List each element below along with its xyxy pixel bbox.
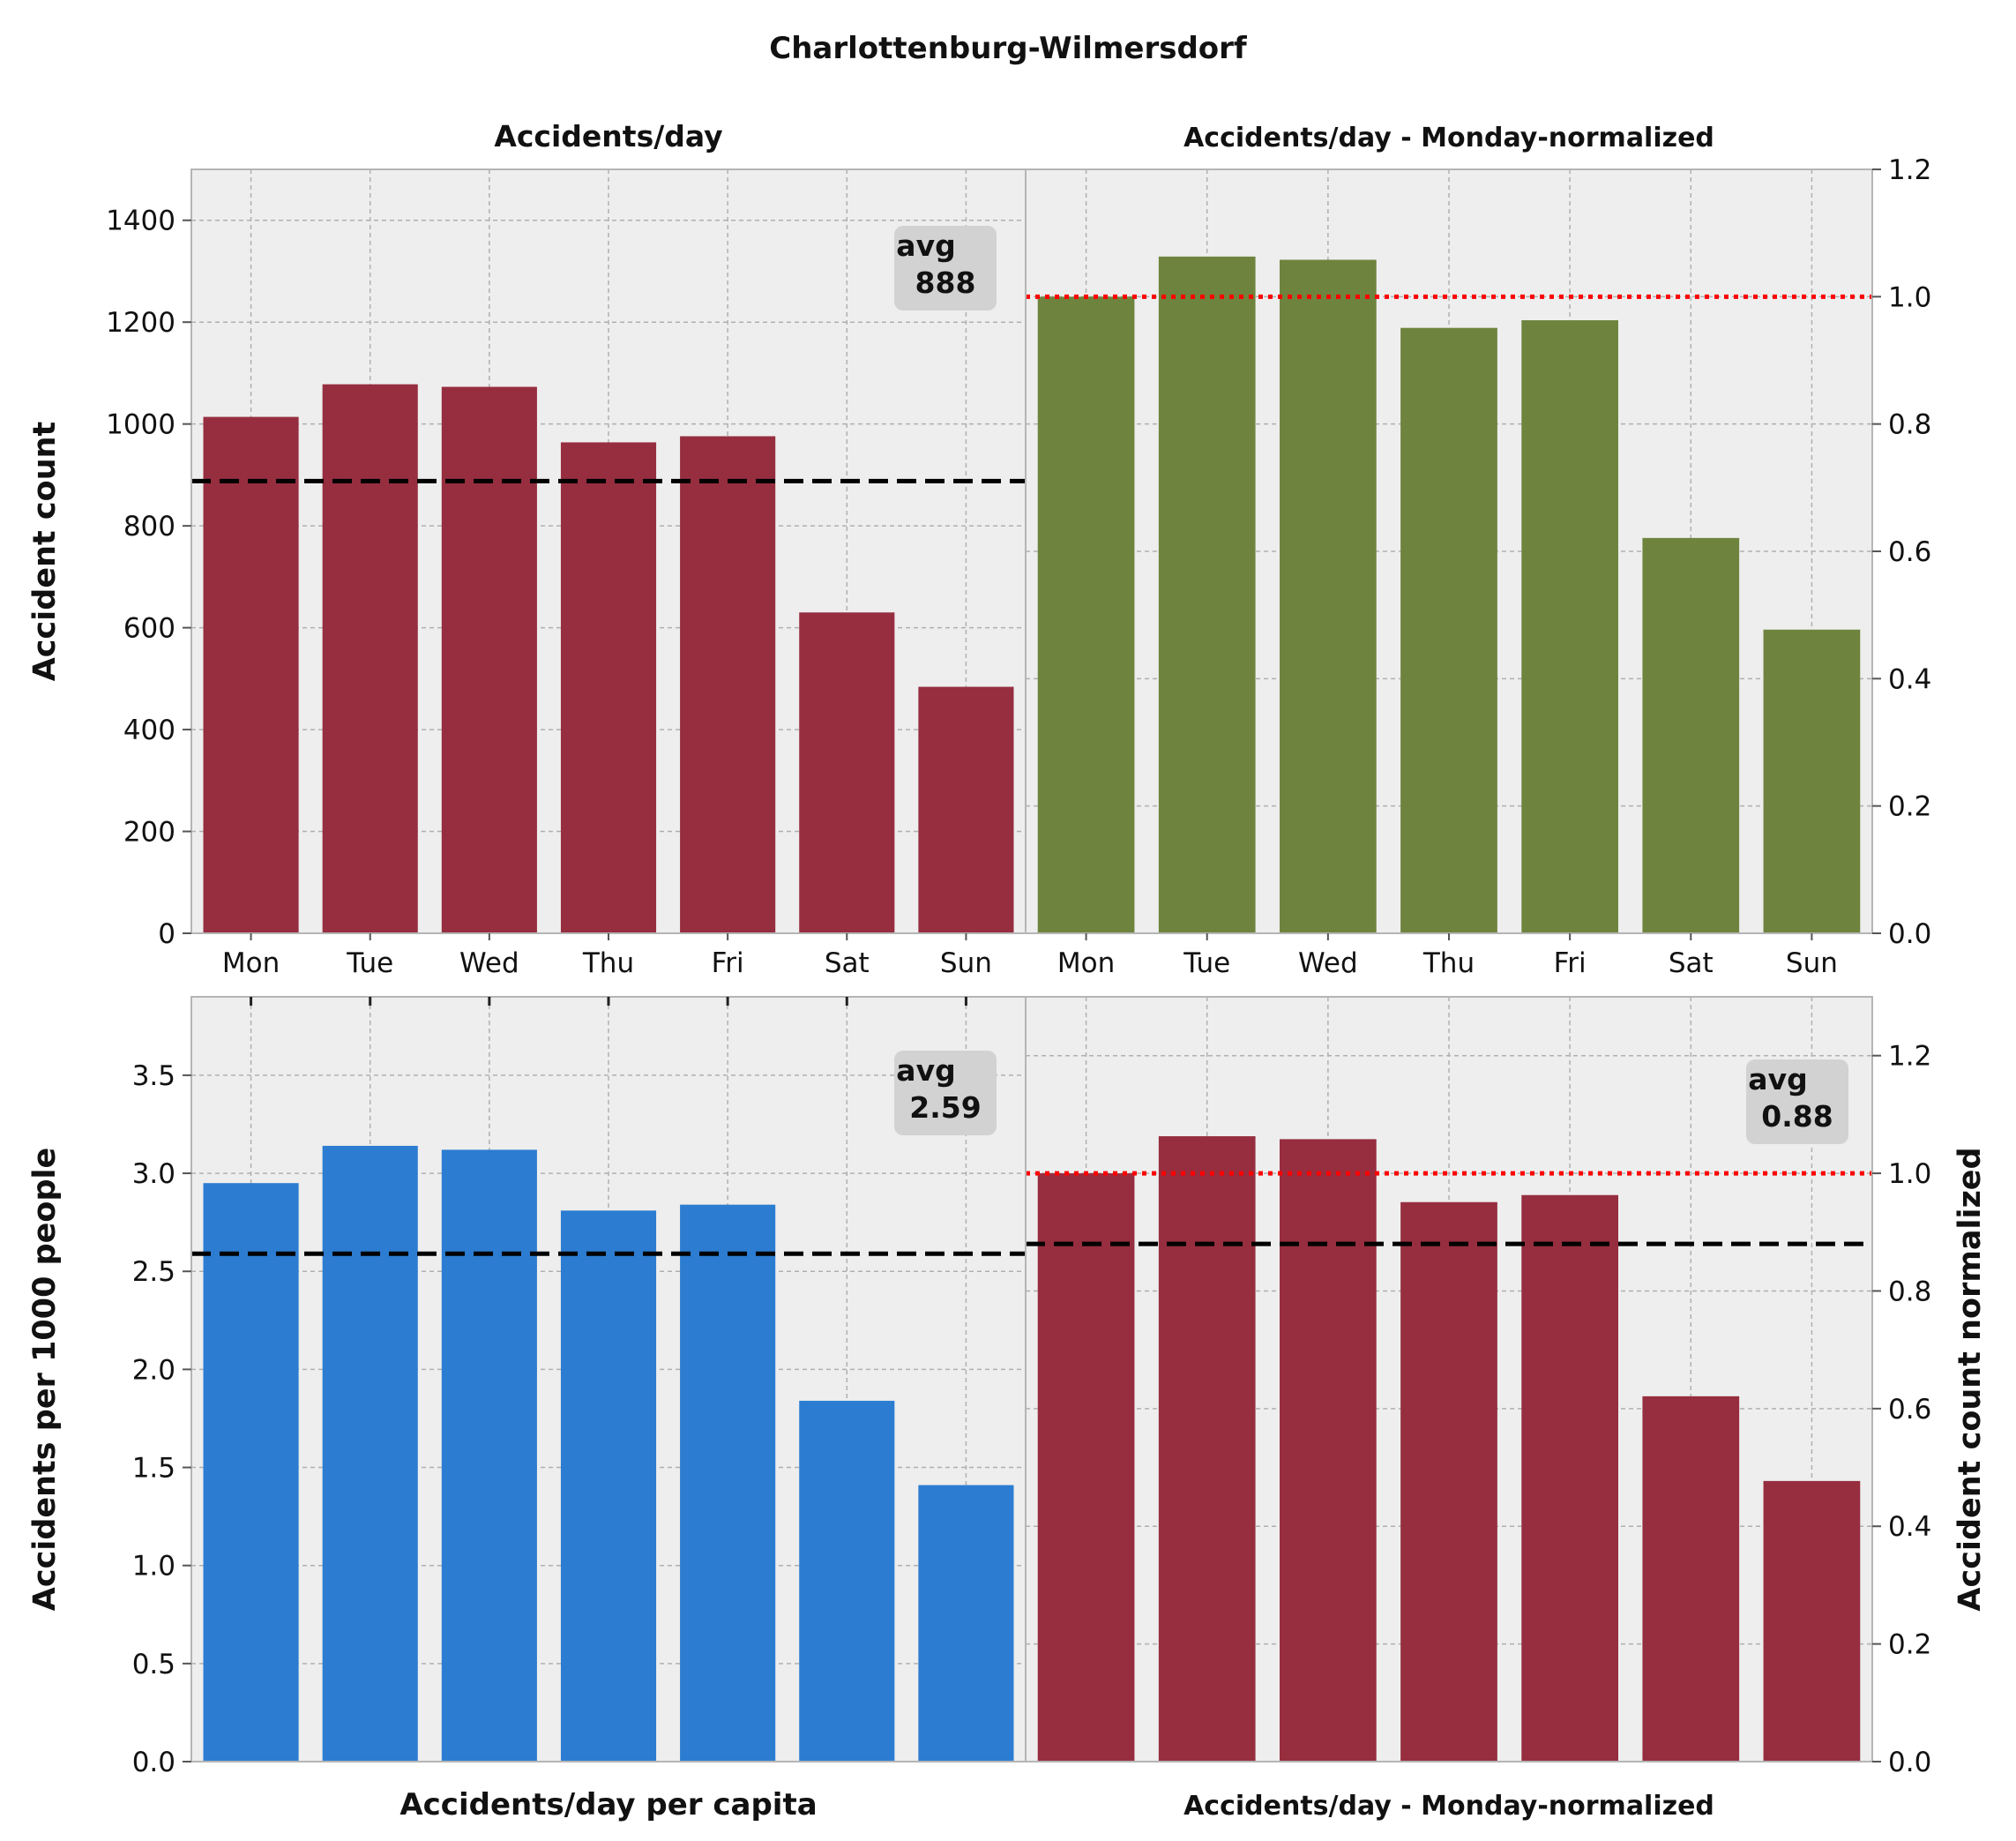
x-tick-label: Wed [1298, 947, 1358, 979]
y-tick-label: 1.0 [1888, 1158, 1931, 1190]
x-tick-label: Thu [1422, 947, 1475, 979]
x-tick-label: Fri [712, 947, 744, 979]
x-tick-label: Sat [1669, 947, 1714, 979]
avg-badge-value: 2.59 [909, 1090, 981, 1125]
y-tick-label: 1.0 [132, 1551, 175, 1583]
bar-tue [1158, 256, 1256, 933]
panel-title: Accidents/day - Monday-normalized [1183, 123, 1714, 153]
bar-sun [918, 686, 1014, 933]
y-tick-label: 0.0 [1888, 1747, 1931, 1778]
x-axis-label: Accidents/day per capita [399, 1787, 817, 1822]
bar-thu [1400, 327, 1497, 933]
y-axis-label: Accident count [27, 422, 63, 682]
plot-frame [1025, 996, 1873, 1762]
y-tick-label: 2.0 [132, 1354, 175, 1386]
y-tick-label: 0 [158, 918, 175, 950]
bar-tue [322, 384, 418, 934]
x-tick-label: Tue [1183, 947, 1230, 979]
y-axis-label: Accident count normalized [1953, 1147, 1988, 1611]
figure-title: Charlottenburg-Wilmersdorf [769, 31, 1248, 66]
y-tick-label: 0.4 [1888, 663, 1931, 695]
x-tick-label: Sun [1786, 947, 1838, 979]
panel-2: 0.0 0.2 0.4 0.6 0.8 1.0 1.2 Mon Tue Wed Thu Fri Sat S… [1025, 123, 1931, 979]
avg-badge [894, 1051, 997, 1135]
avg-badge-value: 0.88 [1761, 1099, 1833, 1134]
bar-wed [441, 1149, 537, 1762]
bar-thu [560, 1210, 657, 1762]
bar-sat [1642, 1396, 1740, 1762]
bar-fri [1521, 320, 1618, 933]
y-tick-label: 0.2 [1888, 791, 1931, 823]
y-axis-label: Accidents per 1000 people [27, 1148, 63, 1612]
avg-badge-label: avg [896, 228, 955, 263]
bar-tue [322, 1145, 418, 1762]
x-tick-label: Mon [1057, 947, 1115, 979]
bar-thu [1400, 1201, 1497, 1762]
bar-mon [203, 1183, 299, 1762]
y-tick-label: 400 [123, 715, 175, 746]
x-tick-label: Wed [459, 947, 519, 979]
y-tick-label: 0.8 [1888, 1276, 1931, 1307]
bar-fri [1521, 1194, 1618, 1762]
bar-sat [799, 1400, 895, 1762]
bar-sun [1763, 1480, 1861, 1762]
avg-badge [894, 226, 997, 311]
y-tick-label: 0.4 [1888, 1511, 1931, 1543]
bar-sat [799, 612, 895, 933]
y-tick-label: 1.2 [1888, 1041, 1931, 1073]
y-tick-label: 0.8 [1888, 409, 1931, 441]
bar-fri [680, 1204, 776, 1762]
bar-wed [1280, 1139, 1377, 1762]
bar-sat [1642, 537, 1740, 933]
y-tick-label: 1400 [106, 206, 175, 237]
y-tick-label: 1.5 [132, 1453, 175, 1485]
x-tick-label: Thu [582, 947, 634, 979]
panel-3: 0.0 0.5 1.0 1.5 2.0 2.5 3.0 3.5 Accidents/day pe… [27, 996, 1027, 1822]
x-tick-label: Sat [825, 947, 870, 979]
bar-tue [1158, 1136, 1256, 1762]
x-axis-label: Accidents/day - Monday-normalized [1183, 1791, 1714, 1822]
bar-wed [441, 386, 537, 933]
avg-badge-value: 888 [915, 266, 976, 300]
bar-sun [918, 1485, 1014, 1762]
y-tick-label: 0.0 [1888, 918, 1931, 950]
y-tick-label: 2.5 [132, 1256, 175, 1288]
x-tick-label: Tue [346, 947, 393, 979]
bar-mon [1037, 296, 1135, 933]
y-tick-label: 0.0 [132, 1747, 175, 1778]
x-tick-label: Sun [940, 947, 992, 979]
panel-4: 0.0 0.2 0.4 0.6 0.8 1.0 1.2 Accidents/day - Mon… [1025, 996, 1988, 1822]
bar-thu [560, 442, 657, 933]
bar-mon [1037, 1173, 1135, 1762]
x-tick-label: Mon [222, 947, 280, 979]
avg-badge [1746, 1059, 1848, 1144]
bar-wed [1280, 259, 1377, 933]
y-tick-label: 800 [123, 511, 175, 543]
bar-sun [1763, 629, 1861, 933]
panel-1: 0 200 400 600 800 1000 1200 1400 Mon Tue Wed Thu Fri… [27, 119, 1027, 979]
y-tick-label: 0.6 [1888, 536, 1931, 568]
y-tick-label: 1200 [106, 307, 175, 339]
bar-mon [203, 416, 299, 934]
y-tick-label: 1000 [106, 409, 175, 441]
panel-title: Accidents/day [494, 119, 722, 153]
x-tick-label: Fri [1554, 947, 1587, 979]
y-tick-label: 0.6 [1888, 1394, 1931, 1426]
y-tick-label: 3.0 [132, 1158, 175, 1190]
bar-fri [680, 436, 776, 933]
y-tick-label: 0.2 [1888, 1629, 1931, 1661]
y-tick-label: 600 [123, 613, 175, 645]
y-tick-label: 200 [123, 817, 175, 849]
y-tick-label: 1.2 [1888, 154, 1931, 186]
avg-badge-label: avg [1748, 1062, 1807, 1096]
y-tick-label: 3.5 [132, 1060, 175, 1092]
y-tick-label: 1.0 [1888, 281, 1931, 313]
avg-badge-label: avg [896, 1053, 955, 1088]
y-tick-label: 0.5 [132, 1649, 175, 1680]
